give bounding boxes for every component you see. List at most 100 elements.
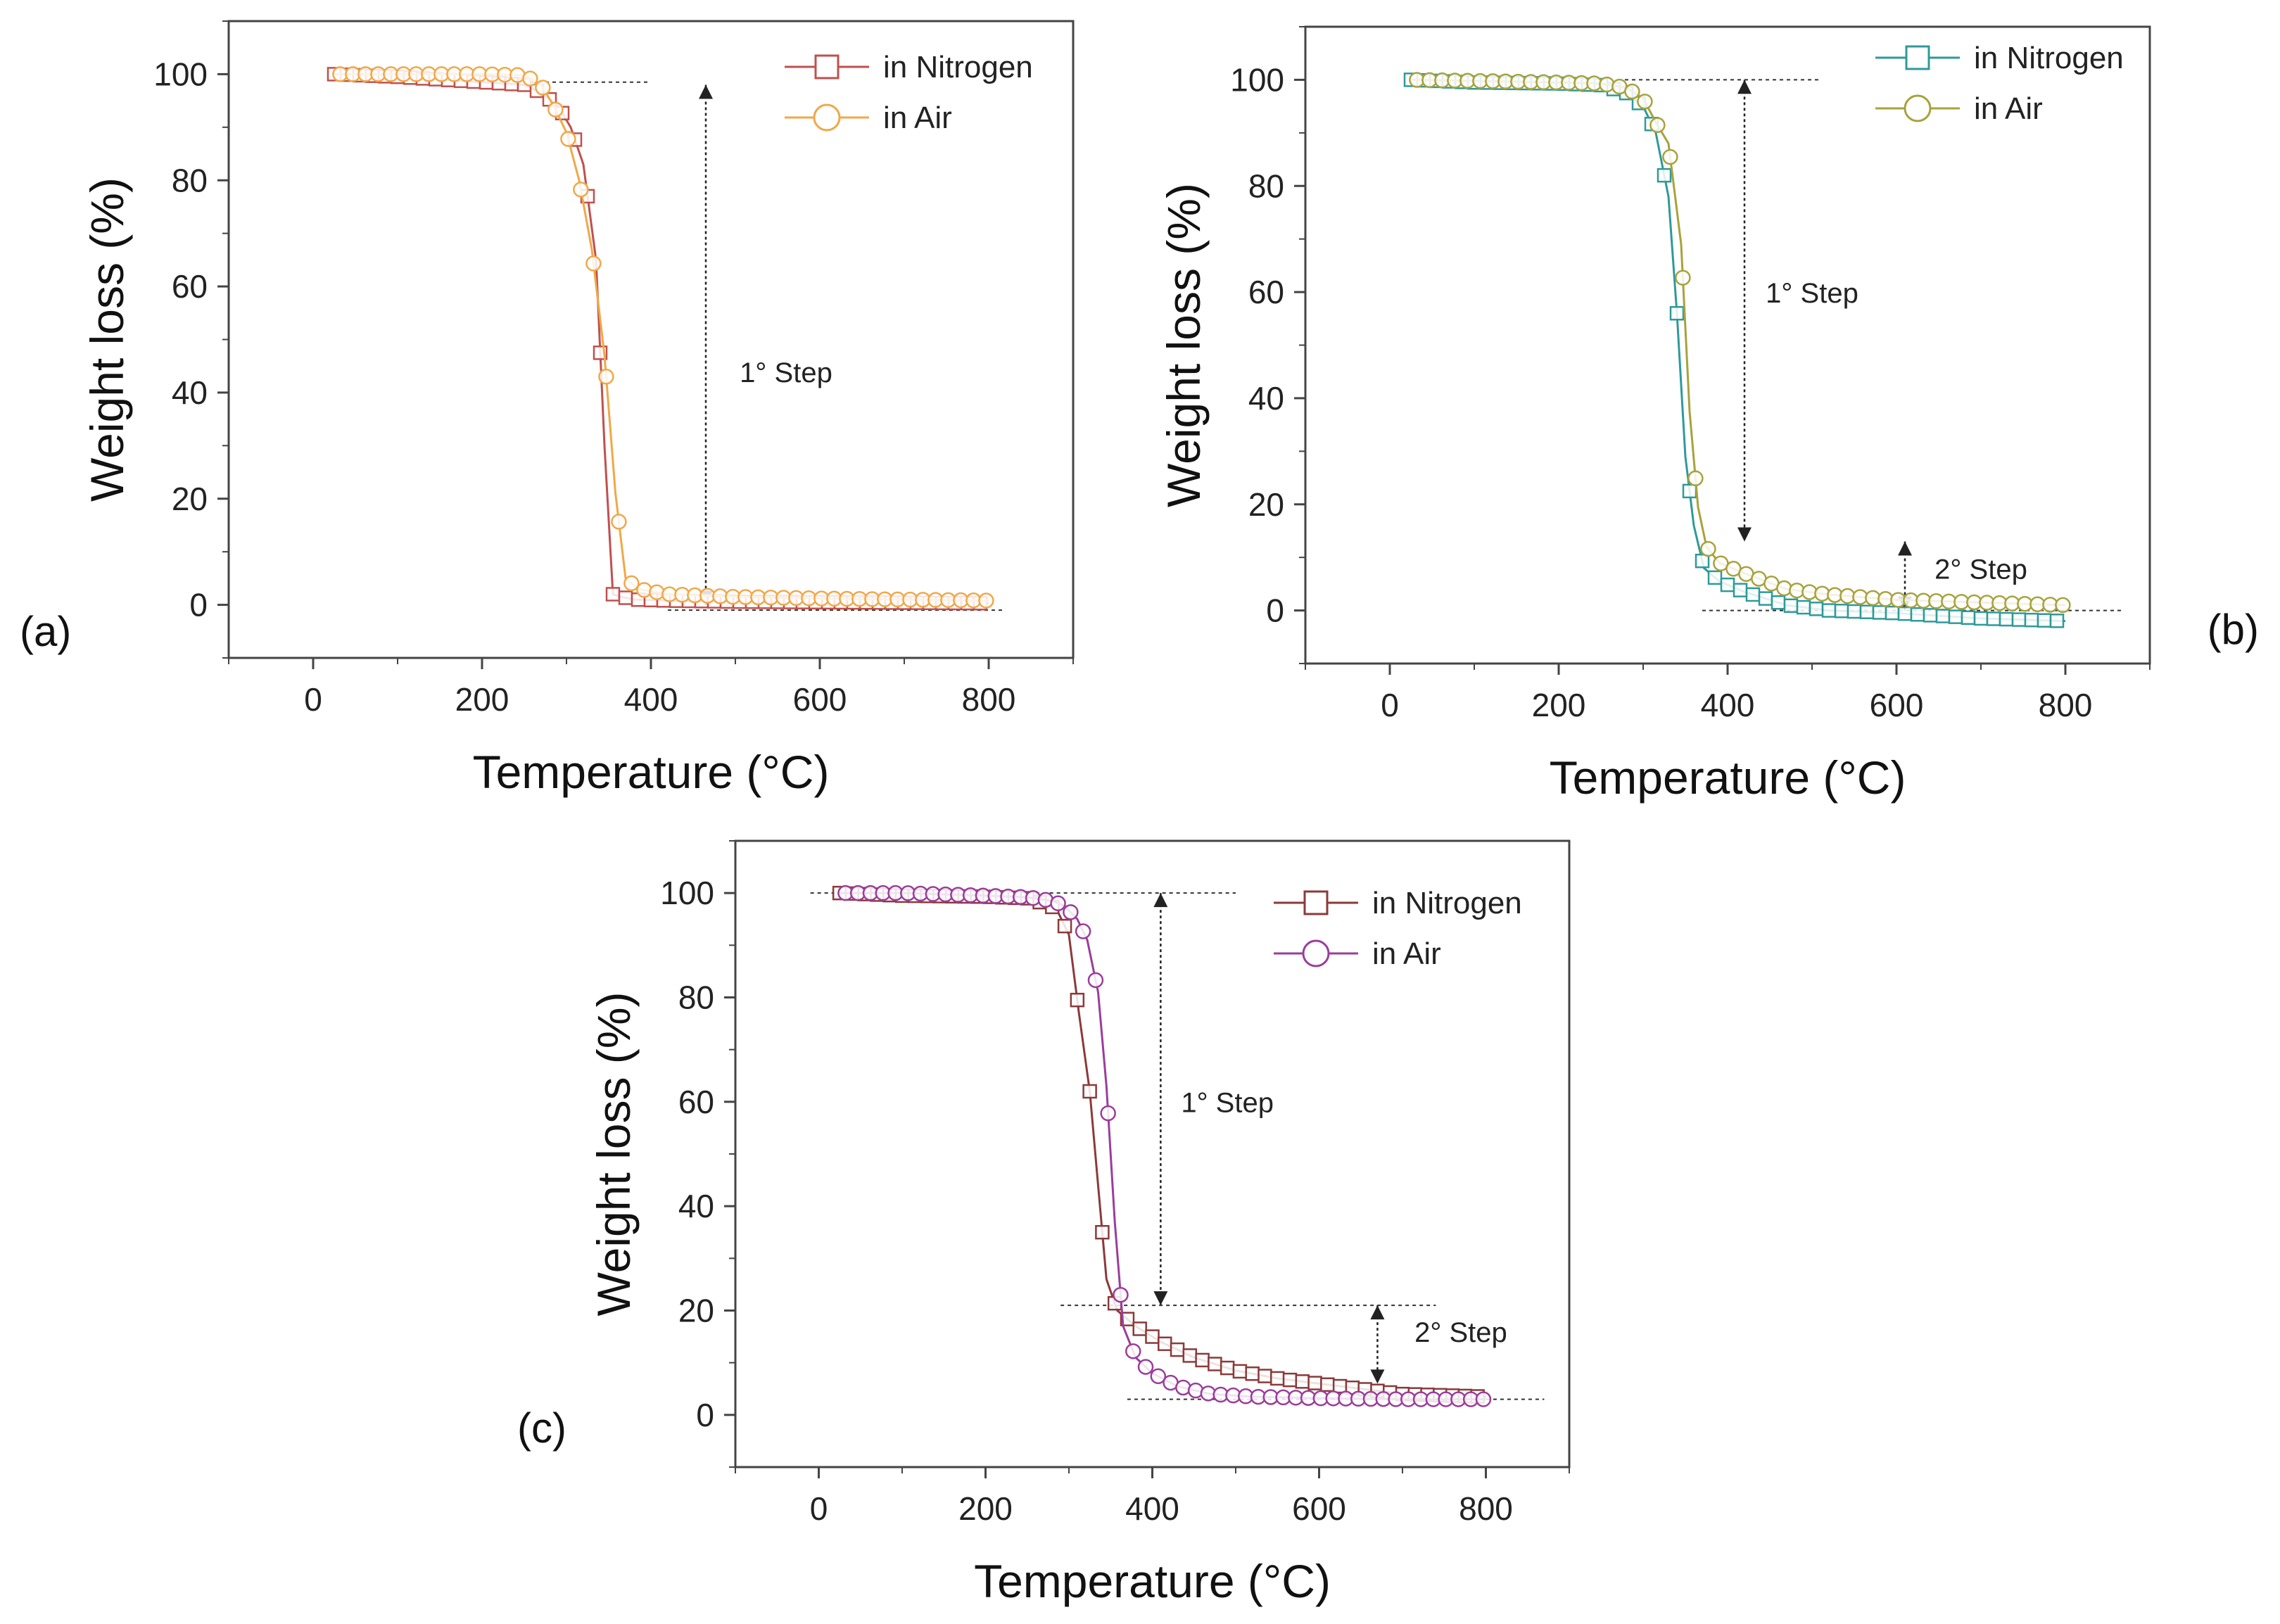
data-point [1834,604,1849,618]
arrowhead-down [1737,527,1752,542]
data-point [1057,918,1072,934]
x-tick-label: 600 [1292,1490,1346,1527]
series-line-in-nitrogen [1410,78,2066,623]
data-point [573,182,589,198]
step-annotation: 2° Step [1414,1317,1507,1348]
x-tick-label: 400 [1125,1490,1179,1527]
data-point [535,80,551,96]
data-point [1307,1376,1322,1390]
data-point [978,592,994,609]
data-point [1087,972,1104,989]
data-point [1809,602,1824,616]
step-annotation: 1° Step [740,357,832,388]
data-point [1687,470,1704,487]
data-point [1986,611,2001,626]
data-point [1063,904,1079,920]
data-point [1910,607,1925,622]
legend-label: in Nitrogen [1372,886,1522,920]
data-point [1150,1368,1167,1385]
data-point [1720,577,1735,592]
data-point [1897,606,1913,621]
series-line-in-air [1410,78,2066,607]
data-point [611,514,627,530]
panel-c: 0 200 400 600 800 0 20 40 60 80 100 Temperature (°C… [517,839,1571,1607]
data-point [522,70,538,87]
data-point [1935,609,1951,623]
data-point [1195,1352,1210,1368]
data-point [605,587,621,602]
x-tick-label: 800 [1459,1490,1513,1527]
data-point [1961,610,1976,626]
data-point [1776,580,1792,597]
x-tick-label: 600 [793,681,847,718]
data-point [636,582,652,598]
y-tick-label: 0 [189,587,208,623]
y-tick-label: 60 [1248,274,1284,310]
y-axis-title: Weight loss (%) [1158,183,1210,507]
y-tick-label: 40 [678,1188,714,1224]
data-point [1796,600,1811,615]
legend-label: in Air [1372,937,1441,971]
y-tick-label: 20 [172,481,208,517]
x-tick-label: 0 [810,1490,828,1527]
data-point [1100,1105,1116,1122]
data-point [649,584,665,600]
data-point [1783,598,1799,614]
data-point [1771,595,1786,610]
data-point [1158,1336,1172,1352]
data-point [1669,306,1685,321]
legend-marker [814,54,840,80]
data-point [1182,1348,1198,1363]
x-axis-title: Temperature (°C) [473,746,830,798]
arrowhead-down [1153,1291,1168,1306]
y-tick-label: 80 [678,979,714,1016]
data-point [2049,614,2065,628]
y-tick-label: 80 [172,162,208,198]
panel-a: 0 200 400 600 800 0 20 40 60 80 100 Temperature (°C… [20,20,1075,798]
arrowhead-up [1370,1305,1385,1320]
data-point [1624,83,1640,100]
y-tick-label: 40 [172,374,208,411]
y-tick-label: 20 [1248,486,1284,523]
data-point [1245,1366,1260,1381]
legend-label: in Air [1974,91,2043,126]
data-point [1295,1374,1310,1389]
legend-marker [1302,939,1330,968]
legend-label: in Air [883,101,952,135]
legend-label: in Nitrogen [1974,41,2124,75]
arrowhead-up [1737,80,1752,94]
data-point [1662,148,1678,165]
y-tick-label: 0 [696,1397,714,1433]
data-point [1821,603,1837,618]
data-point [1082,1084,1097,1099]
data-point [618,590,633,605]
data-point [1923,608,1938,623]
data-point [1745,587,1761,602]
data-point [1758,591,1773,606]
data-point [1637,94,1653,110]
step-annotation: 2° Step [1934,554,2027,585]
x-axis-title: Temperature (°C) [1550,751,1906,804]
x-tick-label: 400 [1701,687,1755,723]
panel-label: (c) [517,1404,566,1452]
legend-marker [813,103,841,132]
x-tick-label: 800 [2039,687,2093,723]
data-point [1095,1225,1110,1240]
data-point [1973,611,1989,626]
panel-b: 0 200 400 600 800 0 20 40 60 80 100 Temperature (°C… [1158,25,2259,804]
data-point [1132,1321,1147,1336]
data-point [1137,1359,1154,1375]
x-tick-label: 400 [624,681,678,718]
data-point [2024,612,2039,628]
legend-marker [1904,94,1932,122]
data-point [2055,597,2071,614]
data-point [1220,1360,1235,1376]
data-point [1258,1369,1272,1383]
data-point [623,575,640,592]
data-point [1050,895,1066,912]
data-point [1170,1342,1185,1357]
arrowhead-up [1153,893,1168,908]
x-axis-title: Temperature (°C) [974,1555,1331,1607]
data-point [1075,923,1091,939]
data-point [1675,269,1691,286]
